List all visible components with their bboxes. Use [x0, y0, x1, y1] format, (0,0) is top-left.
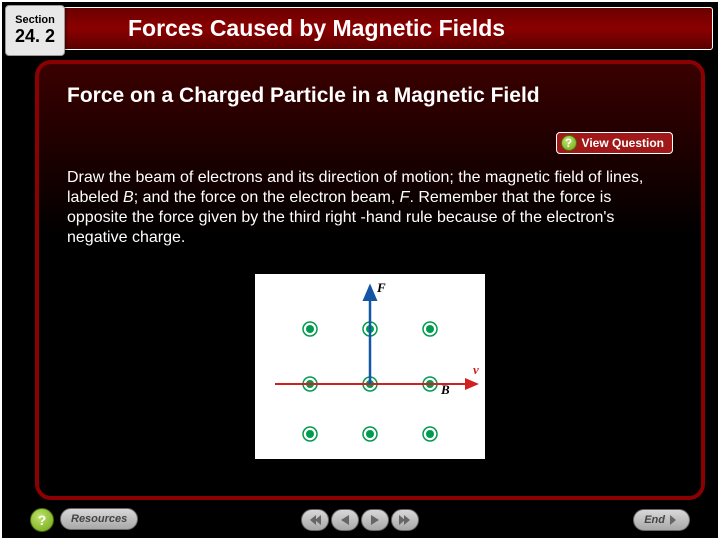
resources-button[interactable]: Resources	[60, 508, 138, 530]
page-title: Forces Caused by Magnetic Fields	[128, 15, 505, 42]
svg-text:F: F	[376, 280, 386, 295]
section-tab: Section 24. 2	[5, 5, 65, 56]
next-icon	[370, 515, 380, 525]
svg-text:B: B	[440, 382, 450, 397]
view-question-button[interactable]: ? View Question	[556, 132, 673, 154]
body-p2: B	[123, 189, 134, 206]
question-icon: ?	[561, 135, 577, 151]
prev-icon	[340, 515, 350, 525]
end-button[interactable]: End	[633, 509, 690, 531]
header-bar: Section 24. 2 Forces Caused by Magnetic …	[7, 7, 713, 50]
end-icon	[669, 515, 679, 525]
footer-nav	[301, 509, 419, 531]
body-p4: F	[400, 189, 410, 206]
section-label: Section	[15, 14, 55, 26]
end-label: End	[644, 514, 665, 526]
resources-label: Resources	[71, 513, 127, 525]
content-inner: Force on a Charged Particle in a Magneti…	[67, 84, 673, 476]
footer-left: ? Resources	[30, 508, 138, 532]
help-button[interactable]: ?	[30, 508, 54, 532]
nav-first-button[interactable]	[301, 509, 329, 531]
subtitle: Force on a Charged Particle in a Magneti…	[67, 84, 673, 108]
nav-next-button[interactable]	[361, 509, 389, 531]
section-number: 24. 2	[15, 26, 55, 47]
view-question-label: View Question	[582, 136, 664, 150]
nav-prev-button[interactable]	[331, 509, 359, 531]
physics-diagram: v F B	[255, 274, 485, 459]
svg-text:v: v	[473, 362, 479, 377]
first-icon	[308, 515, 322, 525]
nav-last-button[interactable]	[391, 509, 419, 531]
footer-bar: ? Resources End	[0, 504, 720, 536]
last-icon	[398, 515, 412, 525]
footer-right: End	[633, 509, 690, 531]
body-p3: ; and the force on the electron beam,	[134, 189, 400, 206]
content-frame: Force on a Charged Particle in a Magneti…	[35, 60, 705, 500]
diagram-svg: v F B	[255, 274, 485, 459]
body-text: Draw the beam of electrons and its direc…	[67, 168, 673, 248]
